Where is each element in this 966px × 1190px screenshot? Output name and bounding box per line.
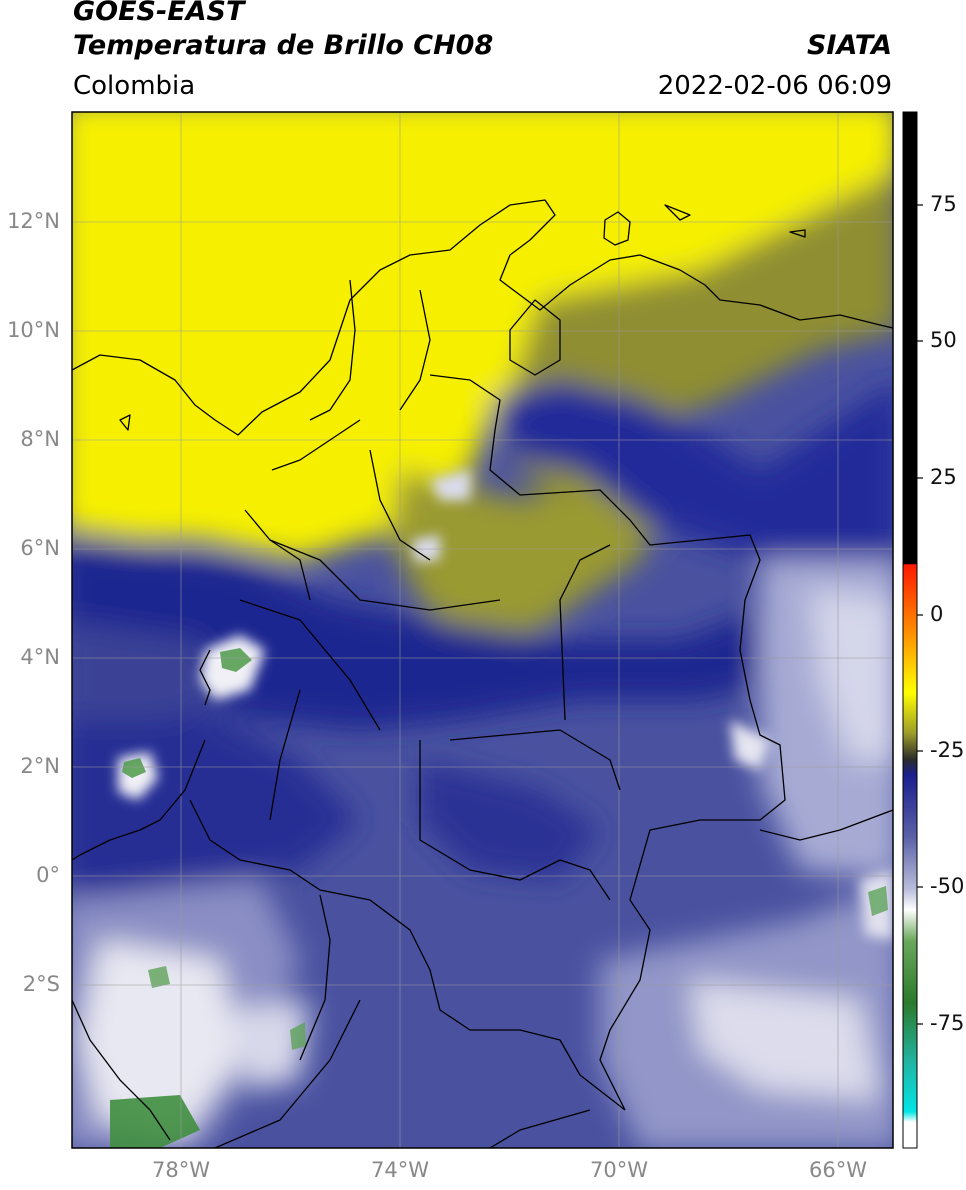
lat-tick-12n: 12°N bbox=[7, 209, 60, 233]
colorbar-tick-minus-75: -75 bbox=[930, 1011, 965, 1035]
lon-tick-66w: 66°W bbox=[809, 1158, 867, 1182]
datetime-label: 2022-02-06 06:09 bbox=[657, 71, 892, 101]
colorbar-tick-0: 0 bbox=[930, 602, 944, 626]
lat-tick-8n: 8°N bbox=[20, 427, 60, 451]
lat-tick-2n: 2°N bbox=[20, 754, 60, 778]
lon-tick-74w: 74°W bbox=[371, 1158, 429, 1182]
brightness-temperature-field bbox=[72, 112, 893, 1148]
lat-tick-10n: 10°N bbox=[7, 318, 60, 342]
colorbar-tick-50: 50 bbox=[930, 328, 957, 352]
lat-tick-6n: 6°N bbox=[20, 536, 60, 560]
region-label: Colombia bbox=[73, 71, 196, 101]
gridlines bbox=[72, 112, 893, 1148]
lon-tick-78w: 78°W bbox=[152, 1158, 210, 1182]
coastlines-and-borders bbox=[72, 199, 893, 1148]
colorbar-tick-minus-50: -50 bbox=[930, 874, 965, 898]
colorbar-tick-minus-25: -25 bbox=[930, 738, 965, 762]
cold-cloud-tops bbox=[110, 648, 888, 1148]
colorbar-tick-25: 25 bbox=[930, 465, 957, 489]
colorbar-tick-75: 75 bbox=[930, 192, 957, 216]
lon-tick-70w: 70°W bbox=[590, 1158, 648, 1182]
lat-tick-4n: 4°N bbox=[20, 645, 60, 669]
map-frame bbox=[71, 111, 894, 1149]
colorbar-gradient bbox=[903, 112, 917, 1148]
lat-tick-equator: 0° bbox=[36, 863, 60, 887]
lat-tick-2s: 2°S bbox=[22, 972, 60, 996]
source-label: SIATA bbox=[806, 30, 892, 61]
colorbar bbox=[902, 111, 923, 1149]
product-title: Temperatura de Brillo CH08 bbox=[73, 30, 494, 61]
satellite-title: GOES-EAST bbox=[73, 0, 245, 27]
colorbar-frame bbox=[902, 111, 918, 1149]
